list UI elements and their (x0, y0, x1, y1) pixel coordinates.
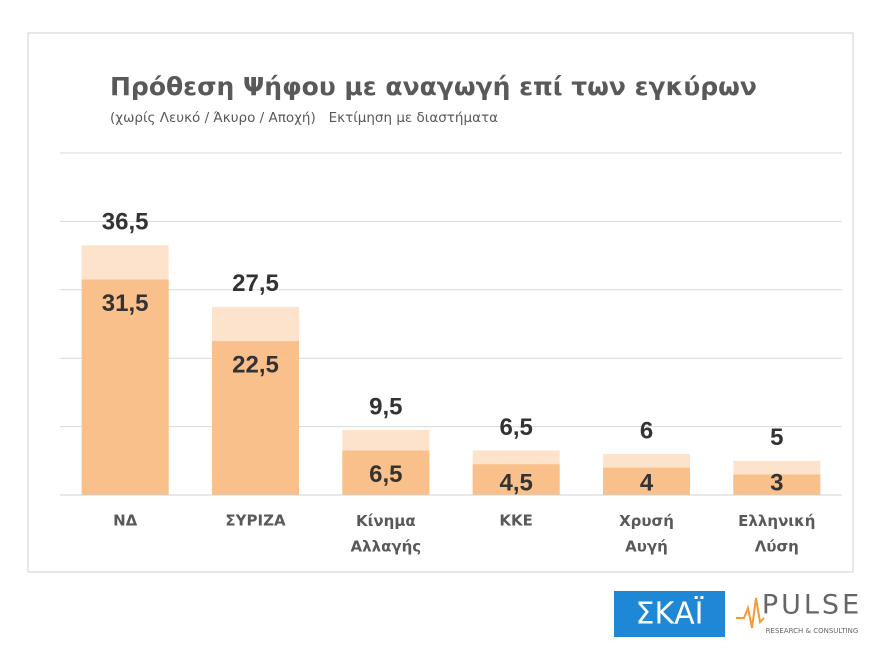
lower-estimate-bar (212, 341, 299, 495)
upper-value-label: 5 (770, 424, 783, 451)
logo-pulse-line (736, 597, 765, 629)
logo-text: PULSE (762, 590, 862, 621)
upper-value-label: 36,5 (102, 209, 149, 236)
lower-value-label: 4,5 (499, 469, 532, 496)
x-tick-label: Κίνημα Αλλαγής (350, 512, 421, 556)
x-tick-label: ΚΚΕ (499, 512, 533, 530)
x-tick-label: ΣΥΡΙΖΑ (225, 512, 286, 530)
lower-value-label: 6,5 (369, 461, 402, 488)
chart-subtitle: (χωρίς Λευκό / Άκυρο / Αποχή) Εκτίμηση μ… (110, 110, 498, 126)
lower-estimate-bar (733, 474, 821, 495)
x-tick-label: Ελληνική Λύση (738, 512, 815, 556)
upper-value-label: 6 (640, 417, 653, 444)
lower-value-label: 4 (640, 469, 654, 496)
chart-title: Πρόθεση Ψήφου με αναγωγή επί των εγκύρων (110, 72, 757, 101)
upper-value-label: 9,5 (369, 393, 402, 420)
lower-value-label: 3 (770, 469, 783, 496)
lower-estimate-bar (342, 450, 430, 495)
lower-estimate-bar (603, 467, 690, 495)
logo-text: ΣΚΑΪ (636, 596, 704, 632)
pulse-logo: PULSE RESEARCH & CONSULTING (736, 590, 862, 635)
skai-logo: ΣΚΑΪ (614, 591, 725, 637)
x-tick-label: Χρυσή Αυγή (619, 512, 674, 556)
upper-value-label: 27,5 (232, 270, 279, 297)
logo-box (614, 591, 725, 637)
lower-value-label: 31,5 (102, 290, 149, 317)
upper-value-label: 6,5 (499, 414, 532, 441)
x-tick-label: ΝΔ (113, 512, 138, 530)
logo-tagline: RESEARCH & CONSULTING (766, 627, 859, 635)
lower-estimate-bar (472, 464, 560, 495)
lower-estimate-bar (81, 279, 169, 495)
lower-value-label: 22,5 (232, 351, 279, 378)
